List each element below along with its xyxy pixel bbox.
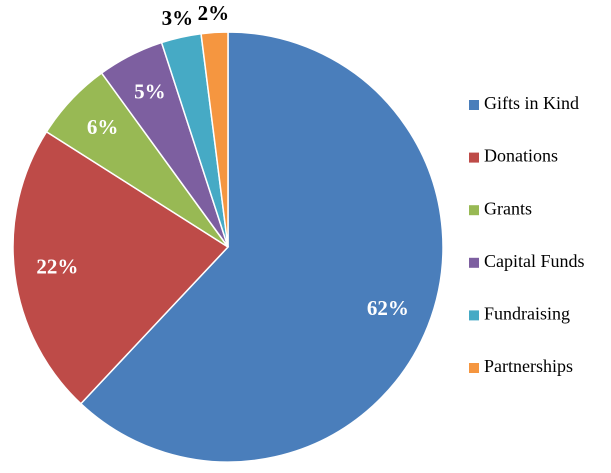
value-label: 6% xyxy=(87,115,119,139)
legend-swatch xyxy=(469,152,479,163)
legend-swatch xyxy=(469,363,479,373)
legend-label: Grants xyxy=(484,198,532,218)
value-label: 22% xyxy=(36,254,78,278)
pie-slice xyxy=(200,31,229,248)
value-label: 62% xyxy=(367,296,409,320)
legend-swatch xyxy=(469,100,479,110)
value-label: 2% xyxy=(198,1,230,25)
legend-swatch xyxy=(469,205,479,216)
legend-label: Fundraising xyxy=(484,304,570,324)
legend-label: Partnerships xyxy=(484,356,573,376)
legend-swatch xyxy=(469,257,479,268)
legend-label: Capital Funds xyxy=(484,251,585,271)
legend-swatch xyxy=(469,310,479,321)
value-label: 5% xyxy=(134,80,166,104)
legend-label: Gifts in Kind xyxy=(484,93,579,113)
pie-slice xyxy=(12,130,230,405)
value-label: 3% xyxy=(162,6,194,30)
pie-slice xyxy=(79,31,444,463)
legend-label: Donations xyxy=(484,146,558,166)
